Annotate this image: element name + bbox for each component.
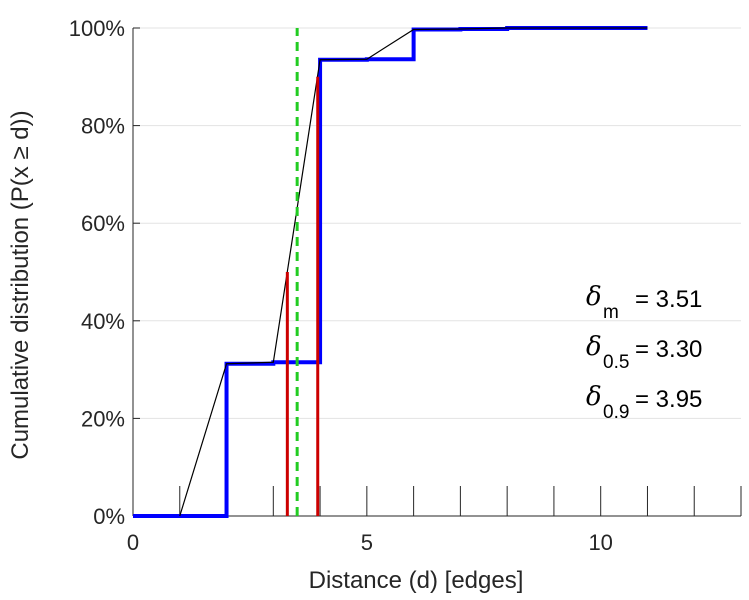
annotation-symbol: δ <box>586 382 602 412</box>
step-series-line <box>133 26 648 518</box>
annotation-subscript: 0.9 <box>603 402 629 423</box>
annotation-subscript: m <box>603 302 619 323</box>
x-tick-label: 10 <box>588 530 612 555</box>
axes <box>132 28 741 517</box>
ticks <box>132 27 742 517</box>
y-tick-label: 0% <box>93 504 125 529</box>
x-tick-label: 5 <box>361 530 373 555</box>
annotation-value: = 3.30 <box>635 336 702 363</box>
series-group <box>133 26 648 518</box>
y-tick-label: 20% <box>81 406 125 431</box>
tick-labels: 0 5 100%20%40%60%80%100% <box>69 16 613 555</box>
annotation-symbol: δ <box>586 282 602 312</box>
y-tick-label: 100% <box>69 16 125 41</box>
x-axis-title: Distance (d) [edges] <box>309 567 524 594</box>
y-axis-title: Cumulative distribution (P(x ≥ d)) <box>7 110 34 459</box>
y-tick-label: 80% <box>81 114 125 139</box>
x-tick-label: 0 <box>127 530 139 555</box>
annotation-value: = 3.95 <box>635 386 702 413</box>
marker-lines <box>285 28 320 516</box>
y-tick-label: 60% <box>81 211 125 236</box>
annotation-subscript: 0.5 <box>603 352 629 373</box>
annotation-value: = 3.51 <box>635 286 702 313</box>
interpolated-series-line <box>179 27 648 517</box>
y-tick-label: 40% <box>81 309 125 334</box>
annotation-symbol: δ <box>586 332 602 362</box>
